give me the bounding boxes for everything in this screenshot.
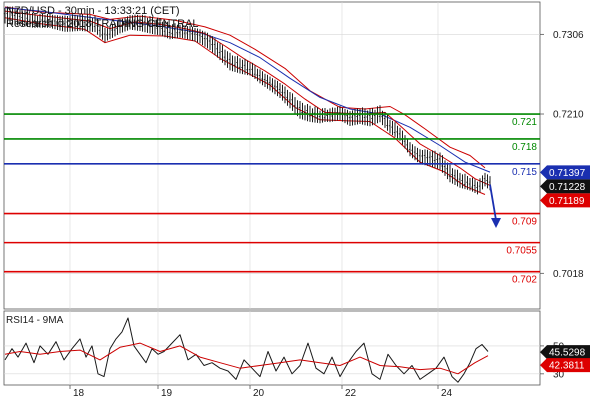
price-series bbox=[3, 6, 491, 195]
price-panel-frame bbox=[3, 1, 541, 310]
x-tick-label-1: 19 bbox=[161, 388, 173, 399]
rsi-tag-1-box bbox=[540, 358, 590, 373]
rsi-tag-1-label: 42.3811 bbox=[549, 361, 585, 372]
forecast-arrow bbox=[489, 184, 501, 229]
price-tag-2-box bbox=[540, 193, 590, 208]
price-ytick-label-0: 0.7306 bbox=[553, 30, 584, 41]
rsi-tag-0-box bbox=[540, 345, 590, 360]
chart-title: NZD/USD - 30min - 13:33:21 (CET) bbox=[6, 5, 180, 17]
forecast-arrow-head bbox=[491, 218, 501, 229]
x-axis: 18 19 20 22 24 bbox=[69, 385, 453, 399]
level-label-0: 0.721 bbox=[512, 117, 537, 128]
ma-slow-line bbox=[4, 7, 491, 173]
x-tick-label-2: 20 bbox=[253, 388, 265, 399]
level-label-5: 0.702 bbox=[512, 275, 537, 286]
price-tags: 0.71397 0.71228 0.71189 45.5298 42.3811 bbox=[540, 165, 590, 373]
x-tick-label-0: 18 bbox=[73, 388, 85, 399]
price-tag-0-box bbox=[540, 165, 590, 180]
price-tag-2-label: 0.71189 bbox=[549, 196, 585, 207]
ma-fast-line bbox=[4, 10, 491, 186]
price-tag-1-box bbox=[540, 179, 590, 194]
chart-copyright: Research © 2018 TRADING CENTRAL bbox=[6, 18, 199, 30]
level-label-3: 0.709 bbox=[512, 217, 537, 228]
price-ytick-label-2: 0.7018 bbox=[553, 269, 584, 280]
rsi-line bbox=[4, 317, 489, 383]
key-levels: 0.721 0.718 0.715 0.709 0.7055 0.702 bbox=[4, 113, 540, 286]
level-label-2: 0.715 bbox=[512, 167, 537, 178]
level-label-1: 0.718 bbox=[512, 142, 537, 153]
indicator-panel-frame bbox=[3, 310, 541, 386]
price-tag-1-label: 0.71228 bbox=[549, 182, 586, 193]
rsi-ytick-label-1: 30 bbox=[553, 369, 565, 380]
level-label-4: 0.7055 bbox=[506, 246, 537, 257]
price-ytick-label-1: 0.7210 bbox=[553, 110, 584, 121]
rsi-ma-line bbox=[4, 342, 489, 375]
forecast-arrow-shaft bbox=[489, 184, 497, 221]
x-tick-label-4: 24 bbox=[441, 388, 453, 399]
indicator-title: RSI14 - 9MA bbox=[6, 315, 64, 326]
price-tag-0-label: 0.71397 bbox=[549, 168, 586, 179]
rsi-tag-0-label: 45.5298 bbox=[549, 348, 586, 359]
moving-averages bbox=[4, 7, 491, 186]
x-tick-label-3: 22 bbox=[345, 388, 357, 399]
rsi-series bbox=[4, 317, 489, 383]
